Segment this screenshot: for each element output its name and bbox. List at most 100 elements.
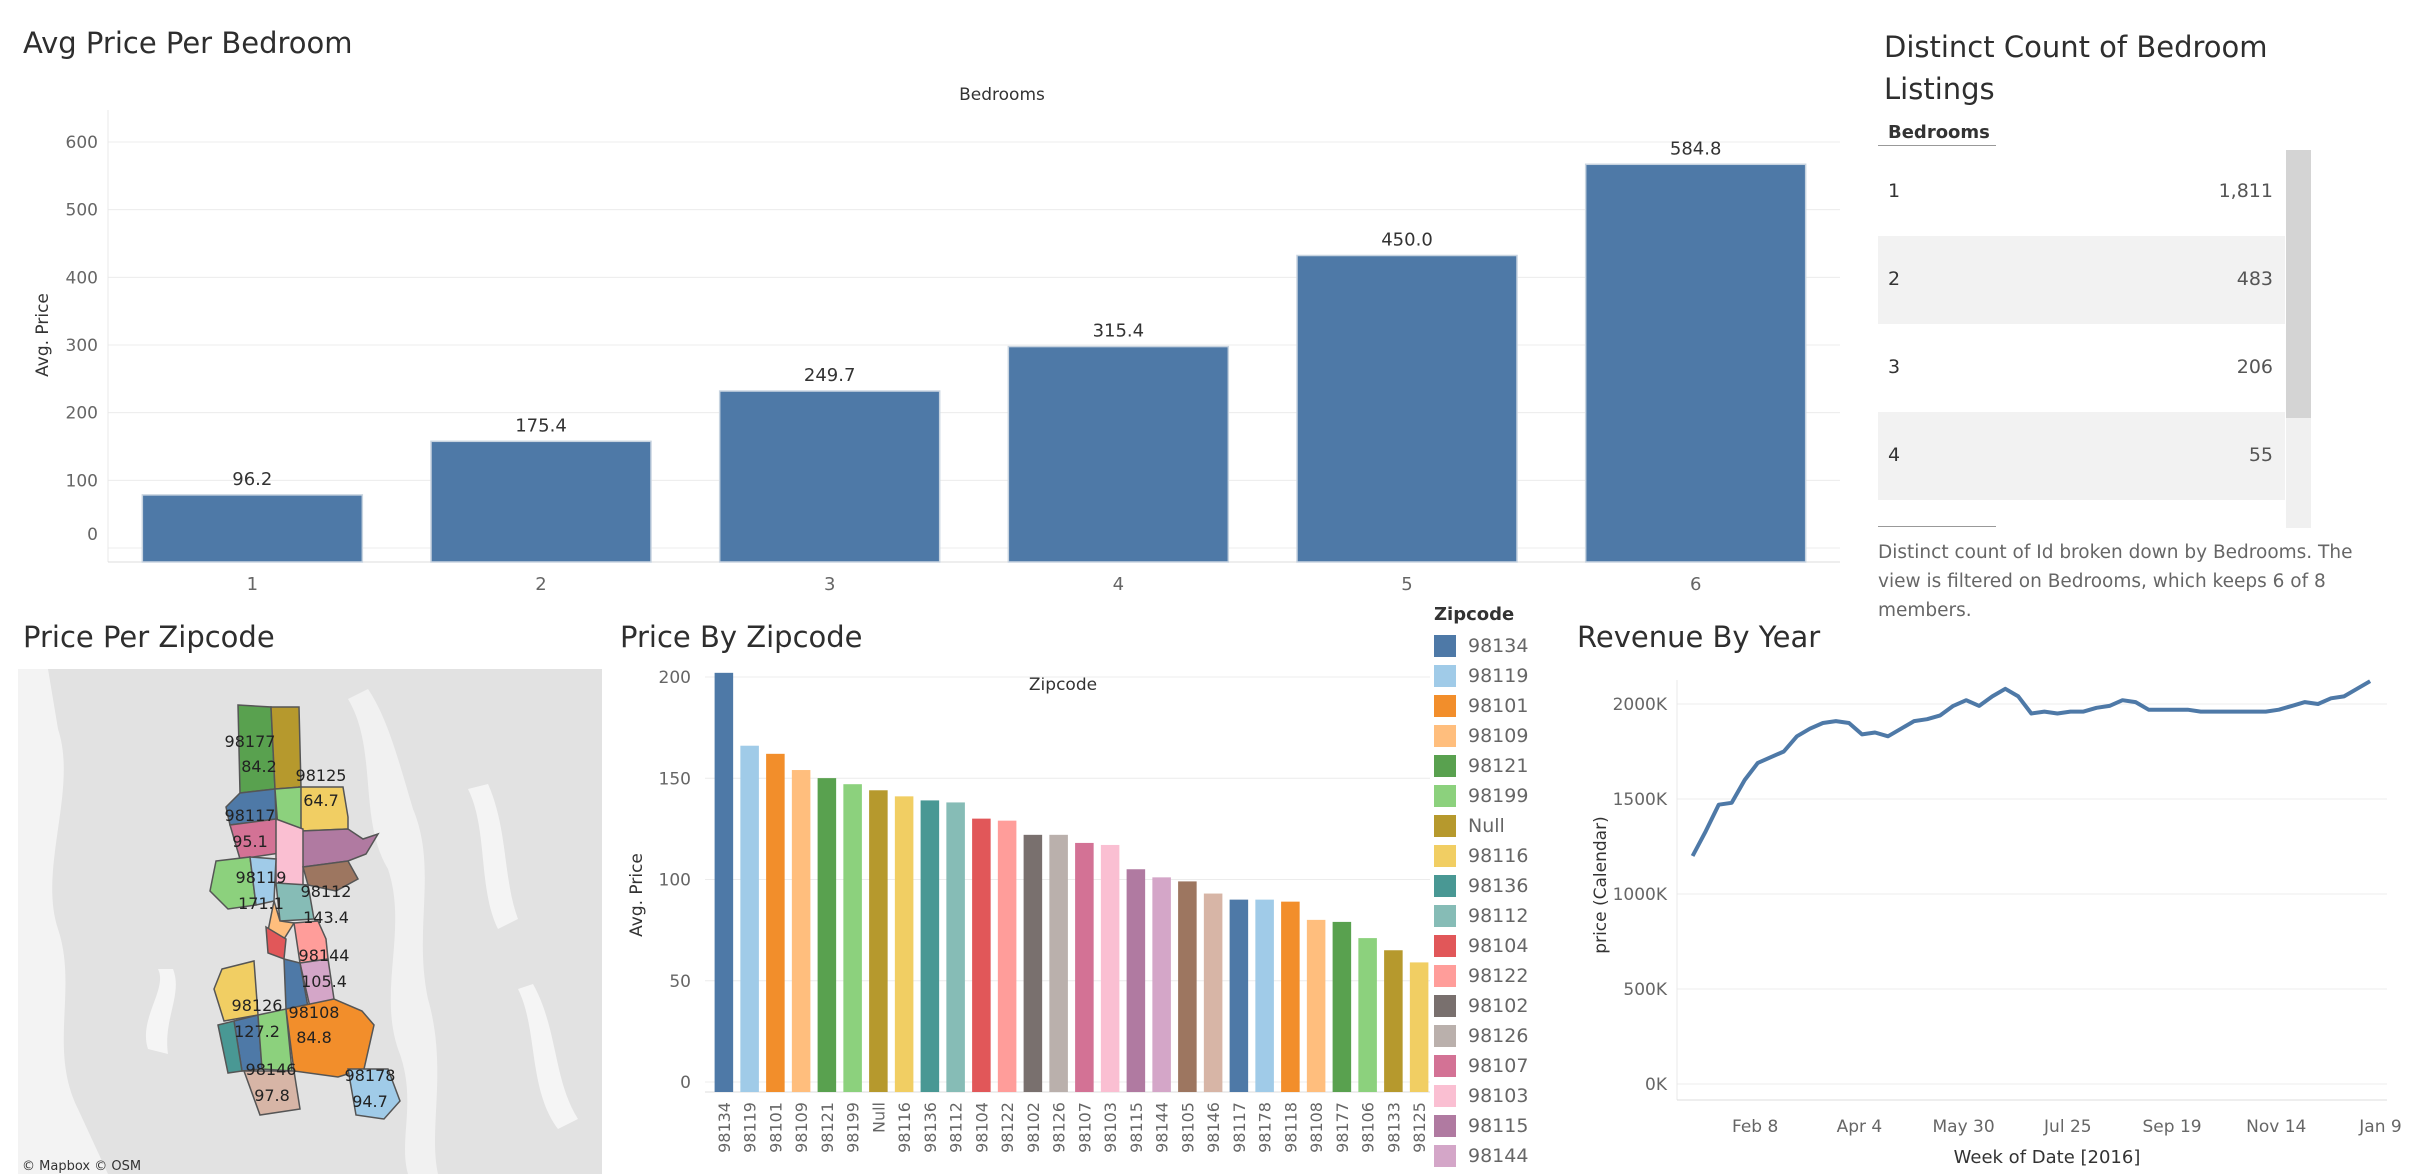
map-label-zip: 98112 bbox=[301, 882, 352, 901]
zipcode-legend[interactable]: Zipcode 98134 98119 98101 98109 98121 98199 Nu… bbox=[1434, 604, 1554, 1171]
y-tick-label: 100 bbox=[66, 471, 98, 491]
bar bbox=[1007, 345, 1230, 563]
legend-swatch bbox=[1434, 1145, 1456, 1167]
bar bbox=[1296, 254, 1518, 563]
x-tick-label: 98134 bbox=[715, 1102, 734, 1153]
legend-label: 98144 bbox=[1468, 1145, 1529, 1167]
legend-swatch bbox=[1434, 665, 1456, 687]
avg-price-bar-chart[interactable]: Bedrooms Avg. Price 0 100 200 300 400 500 600 96.… bbox=[0, 70, 1860, 610]
bar bbox=[946, 802, 965, 1092]
legend-item[interactable]: 98122 bbox=[1434, 961, 1554, 991]
table-row[interactable]: 3 206 bbox=[1878, 324, 2285, 412]
legend-label: 98136 bbox=[1468, 875, 1529, 897]
x-tick-label: 1 bbox=[247, 574, 258, 595]
row-count: 55 bbox=[2248, 444, 2273, 466]
zipcode-regions[interactable] bbox=[209, 704, 401, 1120]
x-tick-label: 98126 bbox=[1050, 1102, 1069, 1153]
legend-swatch bbox=[1434, 725, 1456, 747]
bar bbox=[1409, 962, 1429, 1092]
map-label-value: 105.4 bbox=[301, 972, 347, 991]
bar bbox=[1281, 901, 1300, 1092]
region-98178[interactable] bbox=[347, 1068, 401, 1120]
legend-item[interactable]: 98109 bbox=[1434, 721, 1554, 751]
legend-swatch bbox=[1434, 905, 1456, 927]
revenue-line-chart[interactable]: price (Calendar) 0K 500K 1000K 1500K 2000K Feb… bbox=[1575, 660, 2422, 1174]
legend-label: 98199 bbox=[1468, 785, 1529, 807]
legend-label: 98119 bbox=[1468, 665, 1529, 687]
region-98112[interactable] bbox=[275, 882, 315, 922]
map-credit: © Mapbox © OSM bbox=[22, 1159, 142, 1174]
legend-swatch bbox=[1434, 845, 1456, 867]
y-tick-label: 200 bbox=[659, 668, 691, 688]
legend-item[interactable]: 98199 bbox=[1434, 781, 1554, 811]
map-label-value: 64.7 bbox=[303, 791, 339, 810]
table-scrollbar-thumb[interactable] bbox=[2286, 150, 2311, 418]
x-tick-label: 98122 bbox=[998, 1102, 1017, 1153]
bar bbox=[997, 820, 1017, 1092]
legend-items[interactable]: 98134 98119 98101 98109 98121 98199 Null 98116 9… bbox=[1434, 631, 1554, 1171]
bar bbox=[141, 494, 364, 563]
legend-item[interactable]: 98121 bbox=[1434, 751, 1554, 781]
bar bbox=[1584, 163, 1807, 563]
revenue-series-line bbox=[1690, 679, 2372, 857]
x-tick-label: 98177 bbox=[1333, 1102, 1352, 1153]
region-98136[interactable] bbox=[217, 1020, 243, 1074]
legend-item[interactable]: Null bbox=[1434, 811, 1554, 841]
legend-swatch bbox=[1434, 965, 1456, 987]
distinct-count-title: Distinct Count of Bedroom Listings bbox=[1884, 30, 2268, 106]
price-by-zipcode-bar-chart[interactable]: Zipcode Avg. Price 0 50 100 150 200 98134 98119 9… bbox=[615, 660, 1435, 1174]
bar bbox=[430, 440, 652, 563]
y-tick-label: 600 bbox=[66, 133, 98, 153]
legend-label: 98115 bbox=[1468, 1115, 1529, 1137]
legend-item[interactable]: 98126 bbox=[1434, 1021, 1554, 1051]
map-label-zip: 98108 bbox=[289, 1003, 340, 1022]
y-tick-label: 1500K bbox=[1613, 790, 1668, 810]
legend-item[interactable]: 98102 bbox=[1434, 991, 1554, 1021]
legend-label: 98134 bbox=[1468, 635, 1529, 657]
legend-item[interactable]: 98104 bbox=[1434, 931, 1554, 961]
row-count: 483 bbox=[2236, 268, 2273, 290]
table-note: Distinct count of Id broken down by Bedr… bbox=[1878, 542, 2353, 621]
legend-item[interactable]: 98134 bbox=[1434, 631, 1554, 661]
table-row[interactable]: 4 55 bbox=[1878, 412, 2285, 500]
x-tick-label: 98125 bbox=[1410, 1102, 1429, 1153]
legend-item[interactable]: 98115 bbox=[1434, 1111, 1554, 1141]
table-row[interactable]: 1 1,811 bbox=[1878, 148, 2285, 236]
x-tick-label: 98199 bbox=[844, 1102, 863, 1153]
legend-item[interactable]: 98136 bbox=[1434, 871, 1554, 901]
bedroom-count-table[interactable]: Bedrooms 1 1,811 2 483 3 206 4 55 bbox=[1878, 122, 2311, 528]
legend-label: 98104 bbox=[1468, 935, 1529, 957]
region-98146[interactable] bbox=[242, 1070, 301, 1116]
legend-swatch bbox=[1434, 1085, 1456, 1107]
region-98105b[interactable] bbox=[302, 860, 360, 892]
revenue-title: Revenue By Year bbox=[1577, 620, 1821, 654]
region-98199[interactable] bbox=[209, 856, 257, 910]
legend-item[interactable]: 98119 bbox=[1434, 661, 1554, 691]
region-98122[interactable] bbox=[293, 920, 329, 964]
map-water-2 bbox=[145, 969, 176, 1054]
legend-item[interactable]: 98107 bbox=[1434, 1051, 1554, 1081]
row-bedrooms: 3 bbox=[1888, 356, 1901, 378]
x-tick-label: 98105 bbox=[1178, 1102, 1197, 1153]
region-98116[interactable] bbox=[213, 960, 259, 1022]
map-label-value: 84.8 bbox=[296, 1028, 332, 1047]
x-tick-label: 98117 bbox=[1230, 1102, 1249, 1153]
row-bedrooms: 2 bbox=[1888, 268, 1901, 290]
map-label-zip: 98178 bbox=[345, 1066, 396, 1085]
x-tick-label: 98101 bbox=[766, 1102, 785, 1153]
legend-label: 98122 bbox=[1468, 965, 1529, 987]
table-row[interactable]: 2 483 bbox=[1878, 236, 2285, 324]
zipcode-map[interactable]: 98177 84.2 98125 64.7 98117 95.1 98119 1… bbox=[18, 669, 602, 1174]
bar bbox=[1178, 881, 1197, 1092]
legend-item[interactable]: 98144 bbox=[1434, 1141, 1554, 1171]
legend-item[interactable]: 98101 bbox=[1434, 691, 1554, 721]
legend-item[interactable]: 98112 bbox=[1434, 901, 1554, 931]
region-98109[interactable] bbox=[267, 900, 296, 940]
x-tick-label: 98144 bbox=[1153, 1102, 1172, 1153]
y-axis-label: Avg. Price bbox=[33, 293, 53, 377]
legend-item[interactable]: 98116 bbox=[1434, 841, 1554, 871]
bar-value-label: 584.8 bbox=[1670, 138, 1722, 159]
legend-item[interactable]: 98103 bbox=[1434, 1081, 1554, 1111]
map-label-zip: 98144 bbox=[299, 946, 350, 965]
region-98108[interactable] bbox=[285, 998, 375, 1078]
